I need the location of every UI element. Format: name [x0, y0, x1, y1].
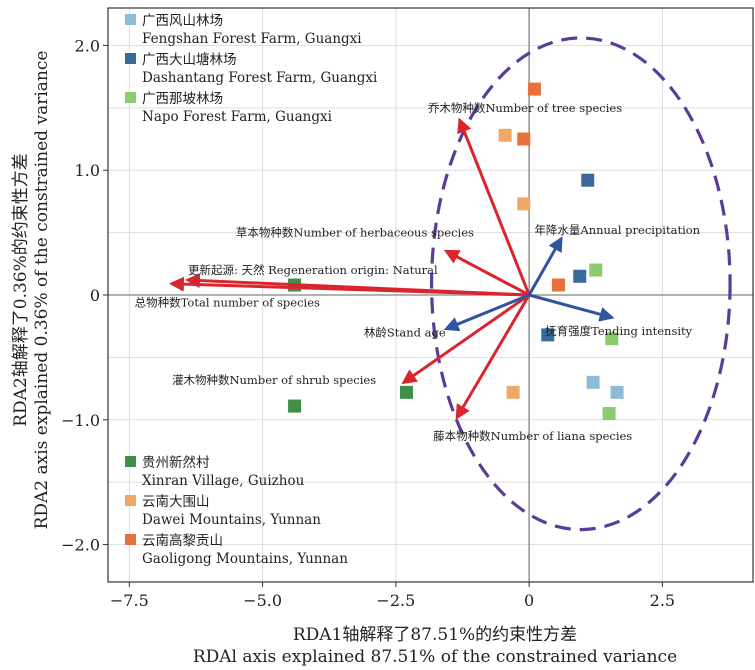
ticks: −7.5 −5.0 −2.5 0 2.5 2.0 1.0 0 −1.0 −2.0 [61, 36, 675, 610]
legend-swatch [125, 495, 136, 506]
arrow-label: 灌木物种数Number of shrub species [172, 373, 376, 387]
data-point [498, 128, 512, 142]
red-arrow [455, 294, 531, 420]
legend-label-cn: 广西大山塘林场 [142, 52, 237, 68]
legend-label-en: Fengshan Forest Farm, Guangxi [142, 31, 362, 47]
data-point [589, 263, 603, 277]
data-point [581, 173, 595, 187]
blue-arrow [528, 293, 615, 322]
legend-label-en: Dawei Mountains, Yunnan [142, 512, 321, 528]
red-arrow [184, 273, 530, 297]
legend-label-en: Gaoligong Mountains, Yunnan [142, 551, 348, 567]
arrow-label: 抚育强度Tending intensity [545, 324, 693, 338]
legend-bottom: 贵州新然村 Xinran Village, Guizhou 云南大围山 Dawei M… [125, 454, 348, 567]
x-tick-label: −2.5 [376, 591, 415, 610]
data-point [573, 269, 587, 283]
data-point [517, 132, 531, 146]
data-point [605, 332, 619, 346]
arrow-label: 年降水量Annual precipitation [534, 223, 700, 237]
y-tick-label: −1.0 [61, 411, 100, 430]
legend-label-cn: 云南高黎贡山 [142, 532, 223, 549]
legend-label-en: Napo Forest Farm, Guangxi [142, 109, 333, 125]
data-point [541, 328, 555, 342]
legend-swatch [125, 456, 136, 467]
arrow-labels: 乔木物种数Number of tree species 草本物种数Number o… [135, 101, 701, 443]
data-point [602, 407, 616, 421]
red-arrow [443, 249, 530, 297]
legend-top: 广西风山林场 Fengshan Forest Farm, Guangxi 广西大山塘… [125, 13, 378, 125]
arrow-label: 林龄Stand age [364, 325, 446, 339]
data-point [288, 399, 302, 413]
x-tick-label: 2.5 [650, 591, 675, 610]
arrow-label: 藤本物种数Number of liana species [433, 429, 632, 443]
y-axis-label-cn: RDA2轴解释了0.36%的约束性方差 [11, 153, 31, 427]
arrow-label: 草本物种数Number of herbaceous species [236, 226, 474, 240]
red-arrow [401, 293, 530, 385]
x-tick-label: −7.5 [110, 591, 149, 610]
legend-label-cn: 贵州新然村 [142, 454, 210, 471]
data-point [610, 385, 624, 399]
arrow-label: 更新起源: 天然 Regeneration origin: Natural [188, 263, 438, 277]
legend-label-en: Dashantang Forest Farm, Guangxi [142, 70, 378, 86]
legend-label-cn: 广西风山林场 [142, 13, 223, 29]
data-point [506, 385, 520, 399]
x-axis-label-en: RDAl axis explained 87.51% of the constr… [193, 647, 677, 667]
blue-arrow [527, 236, 563, 296]
legend-swatch [125, 92, 136, 103]
confidence-ellipse-path [429, 36, 732, 532]
arrow-label: 乔木物种数Number of tree species [428, 101, 622, 115]
x-axis-label-cn: RDA1轴解释了87.51%的约束性方差 [293, 625, 577, 645]
confidence-ellipse [429, 36, 732, 532]
legend-label-cn: 广西那坡林场 [142, 91, 223, 107]
arrow-label: 总物种数Total number of species [135, 295, 320, 309]
data-point [517, 197, 531, 211]
y-tick-label: 0 [90, 286, 100, 305]
legend-swatch [125, 534, 136, 545]
legend-label-cn: 云南大围山 [142, 494, 210, 510]
y-axis-label-en: RDA2 axis explained 0.36% of the constra… [32, 51, 52, 530]
legend-swatch [125, 14, 136, 25]
x-tick-label: −5.0 [243, 591, 282, 610]
y-tick-label: 2.0 [75, 36, 100, 55]
data-point [400, 385, 414, 399]
data-point [586, 375, 600, 389]
y-tick-label: 1.0 [75, 161, 100, 180]
x-tick-label: 0 [524, 591, 534, 610]
blue-arrow [443, 293, 530, 332]
legend-swatch [125, 53, 136, 64]
red-arrow [457, 117, 531, 296]
legend-label-en: Xinran Village, Guizhou [142, 473, 305, 489]
arrows [168, 117, 615, 420]
sample-points [288, 82, 624, 421]
data-point [527, 82, 541, 96]
data-point [551, 278, 565, 292]
y-tick-label: −2.0 [61, 536, 100, 555]
